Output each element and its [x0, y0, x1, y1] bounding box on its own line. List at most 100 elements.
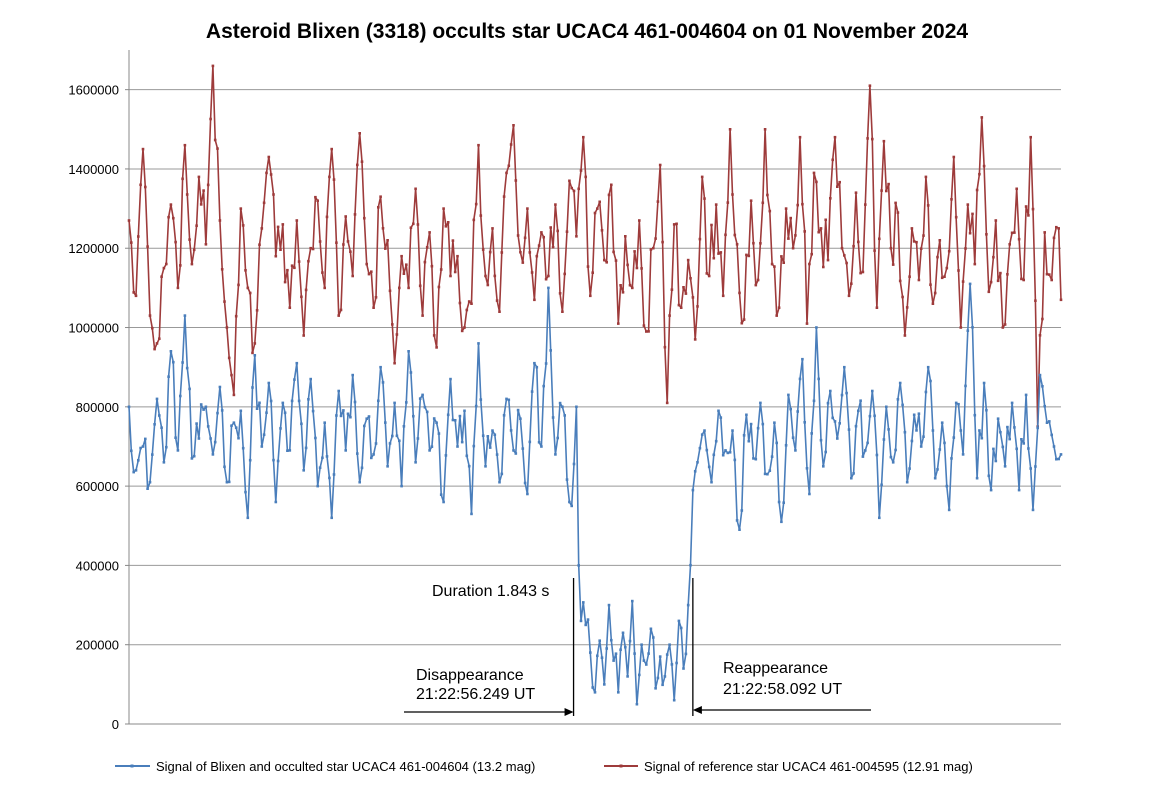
- data-point-reference-211: [619, 284, 622, 287]
- data-point-reference-387: [1029, 135, 1032, 139]
- data-point-reference-380: [1013, 231, 1016, 234]
- data-point-blixen-273: [763, 472, 767, 476]
- data-point-blixen-215: [628, 639, 632, 643]
- data-point-reference-266: [747, 254, 751, 258]
- data-point-blixen-333: [903, 430, 907, 434]
- data-point-blixen-34: [206, 425, 210, 428]
- data-point-blixen-51: [246, 516, 250, 520]
- data-point-blixen-375: [1001, 445, 1005, 449]
- data-point-reference-381: [1015, 187, 1018, 191]
- data-point-blixen-20: [174, 436, 177, 439]
- data-point-reference-223: [647, 330, 650, 333]
- data-point-blixen-200: [593, 691, 597, 694]
- data-point-blixen-279: [777, 500, 781, 504]
- data-point-reference-400: [1059, 298, 1063, 302]
- data-point-blixen-325: [885, 405, 888, 409]
- data-point-blixen-179: [544, 362, 548, 365]
- data-point-blixen-47: [237, 436, 240, 440]
- data-point-blixen-369: [987, 474, 991, 478]
- data-point-blixen-303: [833, 420, 837, 423]
- data-point-blixen-10: [151, 453, 154, 456]
- data-point-blixen-376: [1003, 465, 1007, 468]
- data-point-reference-191: [572, 189, 576, 193]
- data-point-blixen-154: [486, 435, 490, 438]
- data-point-blixen-210: [617, 691, 620, 694]
- data-point-reference-38: [216, 147, 219, 150]
- data-point-reference-251: [712, 256, 716, 260]
- data-point-reference-337: [912, 240, 916, 243]
- data-point-blixen-286: [794, 449, 797, 452]
- grid-lines: [129, 89, 1061, 646]
- data-point-blixen-302: [831, 416, 834, 420]
- data-point-blixen-32: [202, 408, 205, 411]
- data-point-reference-181: [549, 226, 552, 229]
- data-point-blixen-362: [971, 326, 974, 329]
- data-point-blixen-197: [586, 618, 590, 621]
- data-point-reference-162: [505, 171, 508, 175]
- data-point-reference-289: [801, 202, 804, 206]
- data-point-blixen-54: [253, 354, 257, 357]
- data-point-reference-359: [964, 247, 967, 250]
- legend-swatch-blixen-marker: [130, 764, 134, 768]
- data-point-reference-240: [686, 258, 690, 262]
- data-point-reference-169: [521, 261, 525, 264]
- data-point-reference-176: [537, 244, 541, 247]
- data-point-reference-336: [910, 227, 914, 230]
- data-point-reference-145: [465, 308, 469, 312]
- data-point-reference-2: [132, 291, 135, 294]
- data-point-reference-321: [875, 306, 879, 309]
- data-point-blixen-64: [276, 459, 280, 463]
- data-point-blixen-300: [826, 401, 830, 405]
- data-point-blixen-184: [556, 436, 559, 440]
- data-point-blixen-121: [409, 371, 413, 374]
- data-point-reference-58: [262, 201, 266, 205]
- data-point-blixen-348: [938, 448, 942, 451]
- data-point-reference-236: [677, 303, 681, 307]
- data-point-blixen-363: [973, 413, 977, 417]
- data-point-blixen-313: [857, 409, 860, 413]
- data-point-reference-382: [1017, 237, 1021, 241]
- data-point-blixen-353: [950, 457, 953, 460]
- data-point-blixen-5: [139, 446, 142, 450]
- data-point-reference-325: [885, 189, 888, 193]
- data-point-blixen-311: [852, 472, 855, 475]
- data-point-blixen-26: [188, 387, 191, 391]
- data-point-reference-47: [237, 283, 240, 287]
- data-point-reference-26: [188, 238, 191, 241]
- data-point-blixen-85: [325, 455, 329, 458]
- data-point-blixen-111: [386, 465, 389, 468]
- data-point-blixen-390: [1036, 426, 1039, 430]
- data-point-reference-153: [484, 274, 487, 278]
- data-point-blixen-117: [400, 484, 403, 488]
- data-point-blixen-391: [1038, 373, 1042, 377]
- data-point-reference-216: [631, 286, 634, 290]
- data-point-reference-217: [633, 250, 636, 253]
- data-point-reference-231: [665, 401, 669, 405]
- data-point-blixen-139: [451, 418, 455, 422]
- data-point-blixen-225: [652, 636, 655, 639]
- data-point-reference-43: [227, 356, 231, 360]
- data-point-blixen-91: [339, 414, 343, 418]
- data-point-reference-354: [952, 155, 956, 159]
- y-tick-label-1000000: 1000000: [68, 321, 119, 336]
- data-point-reference-144: [463, 326, 466, 329]
- data-point-blixen-94: [346, 412, 350, 416]
- data-point-reference-343: [926, 204, 930, 207]
- data-point-reference-208: [612, 250, 615, 254]
- data-point-reference-292: [808, 262, 811, 266]
- data-point-blixen-326: [887, 428, 890, 431]
- data-point-reference-219: [638, 219, 641, 222]
- data-point-reference-20: [174, 240, 177, 244]
- data-point-reference-133: [437, 285, 441, 289]
- data-point-reference-80: [314, 195, 317, 199]
- data-point-blixen-50: [244, 490, 247, 494]
- data-point-blixen-395: [1048, 420, 1051, 423]
- data-point-reference-254: [719, 251, 723, 254]
- data-point-blixen-227: [656, 676, 660, 680]
- data-point-reference-238: [682, 286, 685, 289]
- data-point-reference-241: [689, 277, 692, 280]
- data-point-blixen-343: [926, 365, 930, 369]
- data-point-reference-148: [472, 218, 476, 222]
- data-point-reference-50: [244, 269, 247, 272]
